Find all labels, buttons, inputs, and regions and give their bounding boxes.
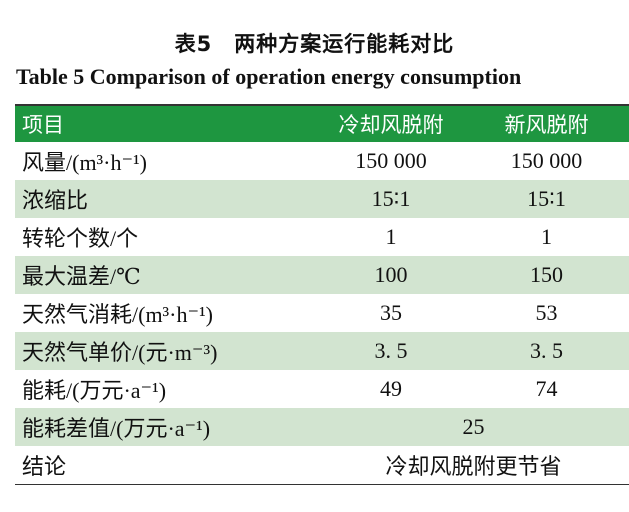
- row-label: 转轮个数/个: [22, 226, 139, 251]
- table-row: 浓缩比 15∶1 15∶1: [15, 180, 629, 218]
- cooling-value: 15∶1: [318, 180, 464, 218]
- row-label: 风量/(m³·h⁻¹): [22, 150, 148, 175]
- header-fresh-air: 新风脱附: [464, 105, 629, 142]
- fresh-value: 150 000: [510, 148, 583, 173]
- table-row-conclusion: 结论 冷却风脱附更节省: [15, 446, 629, 485]
- cooling-value: 1: [385, 224, 397, 249]
- row-label: 最大温差/℃: [15, 256, 318, 294]
- table-header-row: 项目 冷却风脱附 新风脱附: [15, 105, 629, 142]
- fresh-value: 53: [535, 300, 558, 325]
- row-label: 浓缩比: [15, 180, 318, 218]
- table-row-difference: 能耗差值/(万元·a⁻¹) 25: [15, 408, 629, 446]
- row-label: 能耗差值/(万元·a⁻¹): [15, 408, 318, 446]
- table-row: 能耗/(万元·a⁻¹) 49 74: [15, 370, 629, 408]
- table-row: 转轮个数/个 1 1: [15, 218, 629, 256]
- cooling-value: 3. 5: [318, 332, 464, 370]
- table-row: 最大温差/℃ 100 150: [15, 256, 629, 294]
- table-row: 天然气单价/(元·m⁻³) 3. 5 3. 5: [15, 332, 629, 370]
- header-item: 项目: [15, 105, 318, 142]
- difference-value: 25: [318, 408, 629, 446]
- energy-comparison-table: 项目 冷却风脱附 新风脱附 风量/(m³·h⁻¹) 150 000 150 00…: [15, 104, 629, 485]
- cooling-value: 150 000: [355, 148, 427, 173]
- row-label: 天然气单价/(元·m⁻³): [15, 332, 318, 370]
- table-row: 风量/(m³·h⁻¹) 150 000 150 000: [15, 142, 629, 180]
- row-label: 能耗/(万元·a⁻¹): [22, 378, 167, 403]
- cooling-value: 100: [318, 256, 464, 294]
- cooling-value: 35: [380, 300, 402, 325]
- table-title-en: Table 5 Comparison of operation energy c…: [16, 64, 522, 89]
- table-title-cn: 表5 两种方案运行能耗对比: [174, 32, 455, 56]
- row-label: 结论: [22, 454, 67, 479]
- fresh-value: 3. 5: [464, 332, 629, 370]
- fresh-value: 74: [535, 376, 558, 401]
- conclusion-value: 冷却风脱附更节省: [385, 454, 562, 479]
- fresh-value: 15∶1: [464, 180, 629, 218]
- header-cooling-air: 冷却风脱附: [318, 105, 464, 142]
- row-label: 天然气消耗/(m³·h⁻¹): [22, 302, 214, 327]
- table-row: 天然气消耗/(m³·h⁻¹) 35 53: [15, 294, 629, 332]
- cooling-value: 49: [380, 376, 402, 401]
- fresh-value: 150: [464, 256, 629, 294]
- fresh-value: 1: [541, 224, 552, 249]
